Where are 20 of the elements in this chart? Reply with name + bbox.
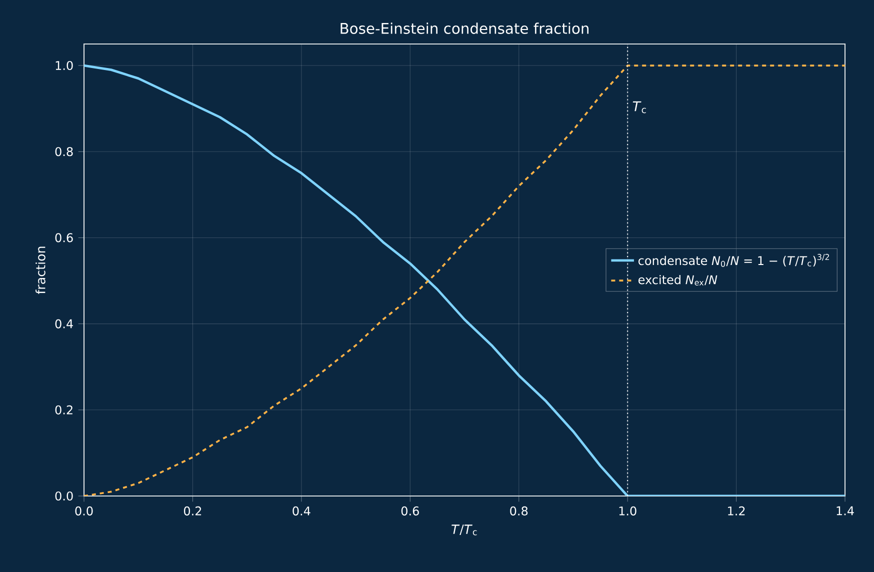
ref-line-label: T$_{c}$	[632, 101, 646, 114]
text: condensate N$_{0}$/N = 1 − (T/T$_{c}$)$^{3/2}$	[638, 254, 829, 267]
x-tick-label: 0.4	[292, 506, 310, 516]
y-tick-label: 1.0	[56, 60, 73, 70]
x-tick-label: 1.4	[836, 506, 854, 516]
y-tick-label: 0.8	[55, 147, 73, 156]
y-tick-label: 0.2	[55, 405, 72, 414]
x-axis-title: T/T$_{c}$	[452, 524, 477, 536]
legend-label: excited N$_{ex}$/N	[638, 274, 718, 286]
x-tick-label: 1.2	[728, 506, 745, 516]
x-tick-label: 1.0	[619, 506, 636, 516]
y-tick-label: 0.0	[55, 491, 73, 501]
y-tick-label: 0.4	[55, 319, 73, 328]
y-tick-label: 0.6	[55, 233, 73, 242]
x-tick-label: 0.2	[184, 506, 202, 516]
x-tick-label: 0.8	[510, 506, 528, 516]
x-tick-label: 0.6	[401, 506, 419, 516]
y-axis-title: fraction	[36, 246, 46, 294]
x-tick-label: 0.0	[75, 506, 93, 516]
chart-title: Bose-Einstein condensate fraction	[340, 22, 588, 34]
